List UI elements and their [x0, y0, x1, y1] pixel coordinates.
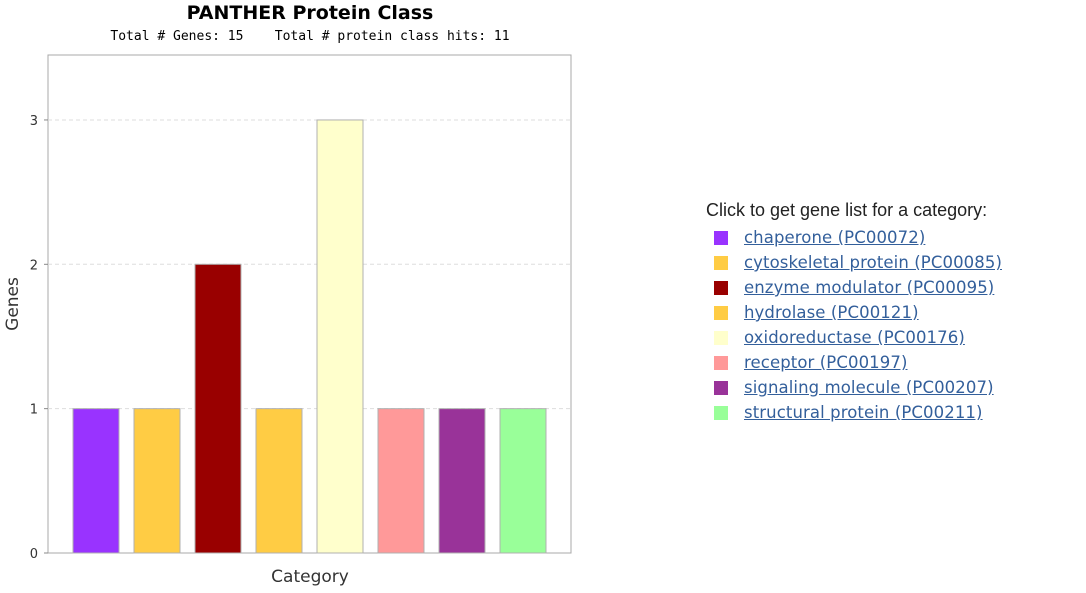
legend-swatch: [714, 230, 728, 245]
y-tick-label: 3: [30, 114, 38, 129]
category-link[interactable]: structural protein (PC00211): [744, 403, 983, 422]
chart-title: PANTHER Protein Class: [186, 2, 434, 24]
bars: [72, 119, 547, 554]
bar-cytoskeletal-protein[interactable]: [133, 408, 181, 554]
legend-item[interactable]: hydrolase (PC00121): [714, 300, 1002, 325]
bar-oxidoreductase[interactable]: [316, 119, 364, 554]
legend-item[interactable]: cytoskeletal protein (PC00085): [714, 250, 1002, 275]
bar-structural-protein[interactable]: [499, 408, 547, 554]
category-legend: Click to get gene list for a category: c…: [706, 200, 1002, 425]
legend-item[interactable]: chaperone (PC00072): [714, 225, 1002, 250]
category-link[interactable]: chaperone (PC00072): [744, 228, 926, 247]
category-link[interactable]: cytoskeletal protein (PC00085): [744, 253, 1002, 272]
legend-item[interactable]: receptor (PC00197): [714, 350, 1002, 375]
legend-swatch: [714, 405, 728, 420]
bar-enzyme-modulator[interactable]: [194, 263, 242, 554]
chart-subtitle: Total # Genes: 15 Total # protein class …: [110, 29, 510, 44]
y-tick-label: 1: [30, 403, 38, 418]
legend-swatch: [714, 330, 728, 345]
legend-swatch: [714, 255, 728, 270]
category-link[interactable]: oxidoreductase (PC00176): [744, 328, 965, 347]
y-tick-label: 2: [30, 258, 38, 273]
bar-signaling-molecule[interactable]: [438, 408, 486, 554]
bar-chart: 0 1 2 3 Genes Category: [3, 54, 572, 587]
category-link[interactable]: enzyme modulator (PC00095): [744, 278, 995, 297]
legend-swatch: [714, 355, 728, 370]
category-link[interactable]: hydrolase (PC00121): [744, 303, 919, 322]
legend-item[interactable]: structural protein (PC00211): [714, 400, 1002, 425]
category-link[interactable]: signaling molecule (PC00207): [744, 378, 994, 397]
legend-heading: Click to get gene list for a category:: [706, 200, 988, 220]
legend-item[interactable]: signaling molecule (PC00207): [714, 375, 1002, 400]
bar-chaperone[interactable]: [72, 408, 120, 554]
bar-receptor[interactable]: [377, 408, 425, 554]
y-axis-ticks: 0 1 2 3: [30, 114, 48, 562]
legend-swatch: [714, 380, 728, 395]
category-link[interactable]: receptor (PC00197): [744, 353, 908, 372]
legend-item[interactable]: oxidoreductase (PC00176): [714, 325, 1002, 350]
legend-item[interactable]: enzyme modulator (PC00095): [714, 275, 1002, 300]
legend-swatch: [714, 280, 728, 295]
x-axis-label: Category: [271, 567, 349, 587]
plot-area: [47, 54, 572, 554]
y-tick-label: 0: [30, 547, 38, 562]
legend-swatch: [714, 305, 728, 320]
y-axis-label: Genes: [3, 277, 23, 331]
bar-hydrolase[interactable]: [255, 408, 303, 554]
legend-items: chaperone (PC00072) cytoskeletal protein…: [706, 225, 1002, 425]
